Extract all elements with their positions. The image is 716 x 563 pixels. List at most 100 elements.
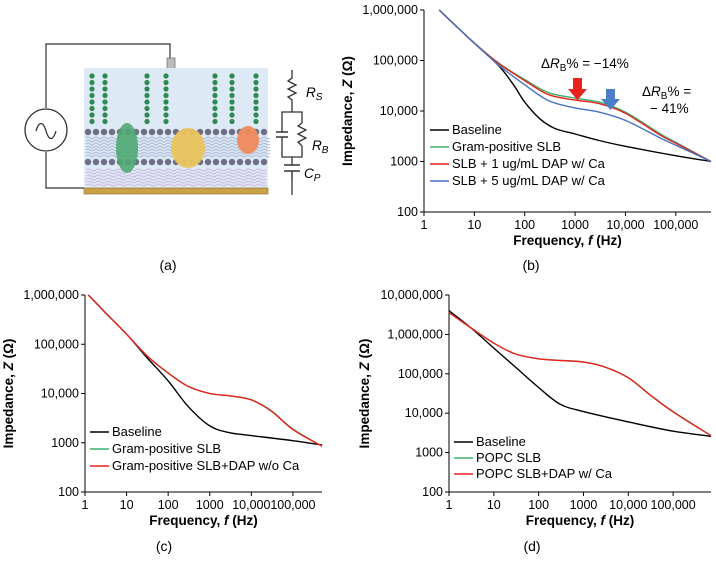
- legend-entry: SLB + 5 ug/mL DAP w/ Ca: [452, 173, 606, 188]
- glycan-bead: [102, 92, 108, 99]
- lipid-head: [228, 128, 236, 136]
- glycan-bead: [102, 99, 108, 105]
- panel-label-d: (d): [523, 538, 540, 554]
- lipid-head: [204, 158, 212, 166]
- lipid-head: [260, 128, 268, 136]
- glycan-bead: [253, 118, 259, 125]
- series-line-popc-slb: [448, 311, 712, 437]
- x-tick-label: 1000: [196, 498, 224, 512]
- protein-yellow-icon: [171, 128, 205, 168]
- x-axis-label: Frequency, f (Hz): [513, 233, 622, 248]
- glycan-bead: [253, 99, 259, 105]
- glycan-bead: [102, 79, 108, 86]
- glycan-bead: [89, 79, 95, 86]
- x-tick-label: 10: [120, 498, 134, 512]
- lipid-head: [204, 128, 212, 136]
- red-arrow-icon: [568, 78, 587, 100]
- y-tick-label: 10,000: [380, 104, 418, 118]
- lipid-head: [100, 158, 108, 166]
- series-line-popc-slb-dap-w-ca: [448, 311, 712, 437]
- lipid-head: [164, 128, 172, 136]
- glycan-bead: [229, 79, 235, 86]
- lipid-head: [100, 128, 108, 136]
- series-line-baseline: [87, 294, 323, 446]
- glycan-bead: [163, 73, 169, 79]
- glycan-bead: [89, 86, 95, 92]
- lipid-head: [220, 128, 228, 136]
- glycan-bead: [163, 112, 169, 118]
- gold-substrate: [83, 187, 269, 195]
- x-tick-label: 100: [528, 498, 549, 512]
- chart-b-annotations: ΔRB% = −14% ΔRB% = − 41%: [541, 56, 691, 116]
- lipid-head: [108, 158, 116, 166]
- glycan-bead: [212, 105, 218, 112]
- legend-entry: POPC SLB: [476, 450, 541, 465]
- series-line-slb-5-ug-ml-dap-w-ca: [438, 9, 712, 163]
- lipid-head: [252, 158, 260, 166]
- x-tick-label: 1: [446, 498, 453, 512]
- lipid-head: [84, 158, 92, 166]
- glycan-bead: [229, 112, 235, 118]
- delta-rb-41-label: ΔRB% =: [642, 84, 691, 102]
- glycan-bead: [212, 112, 218, 118]
- legend-entry: Gram-positive SLB: [112, 441, 221, 456]
- x-tick-label: 1: [82, 498, 89, 512]
- glycan-bead: [253, 105, 259, 112]
- glycan-bead: [163, 86, 169, 92]
- lipid-head: [156, 128, 164, 136]
- rs-label: RS: [306, 85, 323, 103]
- y-tick-label: 100,000: [34, 337, 79, 351]
- glycan-bead: [253, 73, 259, 79]
- x-tick-label: 100,000: [651, 498, 696, 512]
- glycan-bead: [229, 73, 235, 79]
- ac-wave-icon: [35, 122, 57, 140]
- glycan-bead: [163, 99, 169, 105]
- y-tick-label: 100,000: [398, 367, 443, 381]
- x-tick-label: 100,000: [653, 218, 698, 232]
- cp-capacitor-icon: [284, 164, 300, 181]
- glycan-bead: [163, 118, 169, 125]
- circuit-line: [281, 70, 303, 195]
- glycan-bead: [89, 118, 95, 125]
- glycan-bead: [163, 105, 169, 112]
- y-tick-label: 1,000,000: [387, 327, 443, 341]
- lipid-head: [92, 128, 100, 136]
- x-tick-label: 10: [467, 218, 481, 232]
- legend-entry: Gram-positive SLB: [452, 139, 561, 154]
- chart-d: 100 1000 10,000 100,000 1,000,000 10,000,000 1…: [357, 288, 712, 528]
- rb-resistor-icon: [296, 122, 308, 147]
- legend-entry: Baseline: [452, 122, 502, 137]
- panel-label-b: (b): [522, 257, 539, 273]
- lipid-head: [164, 158, 172, 166]
- glycan-bead: [89, 73, 95, 79]
- legend-entry: SLB + 1 ug/mL DAP w/ Ca: [452, 156, 606, 171]
- y-tick-label: 10,000: [405, 406, 443, 420]
- tether-line: [85, 183, 267, 187]
- membrane-schematic: RS RB CP: [24, 43, 329, 195]
- y-axis-label: Impedance, Z (Ω): [1, 339, 16, 449]
- legend-entry: POPC SLB+DAP w/ Ca: [476, 466, 613, 481]
- glycan-bead: [212, 86, 218, 92]
- x-tick-label: 10: [487, 498, 501, 512]
- glycan-bead: [253, 112, 259, 118]
- x-tick-label: 10,000: [609, 498, 647, 512]
- protein-orange-icon: [237, 126, 259, 154]
- glycan-bead: [144, 105, 150, 112]
- glycan-bead: [144, 99, 150, 105]
- glycan-bead: [144, 86, 150, 92]
- lipid-head: [140, 158, 148, 166]
- x-tick-label: 100: [158, 498, 179, 512]
- x-axis-label: Frequency, f (Hz): [526, 513, 635, 528]
- glycan-bead: [144, 112, 150, 118]
- glycan-bead: [102, 73, 108, 79]
- glycan-bead: [102, 112, 108, 118]
- glycan-bead: [229, 118, 235, 125]
- parallel-capacitor-icon: [276, 131, 288, 138]
- glycan-bead: [102, 118, 108, 125]
- protein-green-icon: [116, 123, 138, 173]
- lipid-head: [260, 158, 268, 166]
- x-axis-label: Frequency, f (Hz): [149, 513, 258, 528]
- delta-rb-41-value: − 41%: [650, 101, 689, 116]
- glycan-bead: [253, 79, 259, 86]
- lipid-head: [156, 158, 164, 166]
